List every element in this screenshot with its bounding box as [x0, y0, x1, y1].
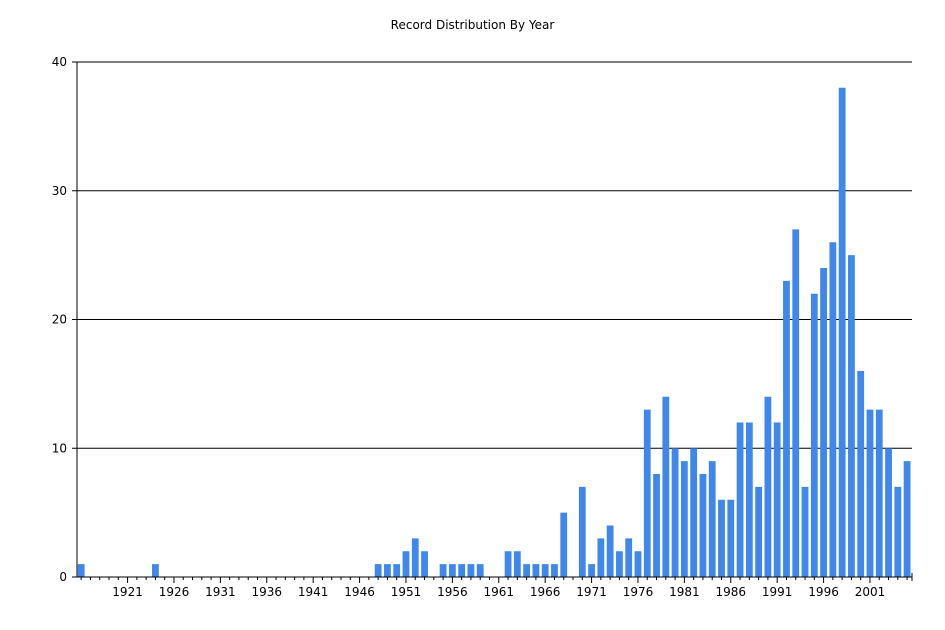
y-tick-label-30: 30	[52, 184, 67, 198]
bar-1949	[384, 564, 391, 578]
y-tick-label-10: 10	[52, 441, 67, 455]
bar-1953	[421, 551, 428, 577]
bar-1950	[393, 564, 401, 578]
bar-1972	[597, 538, 605, 578]
bar-1988	[745, 422, 753, 577]
bar-1998	[838, 87, 846, 577]
bar-1963	[513, 551, 521, 577]
bar-1991	[773, 422, 781, 577]
bar-1964	[523, 564, 531, 578]
x-tick-label-1976: 1976	[623, 585, 654, 599]
x-tick-label-1946: 1946	[344, 585, 375, 599]
bar-1924	[152, 564, 159, 578]
bar-1957	[458, 564, 466, 578]
bar-1968	[560, 512, 568, 578]
bar-1962	[504, 551, 512, 577]
y-tick-label-20: 20	[52, 313, 67, 327]
bar-1994	[801, 486, 809, 578]
bar-1916	[77, 564, 85, 578]
bar-1955	[439, 564, 447, 578]
bar-1959	[476, 564, 484, 578]
bar-1999	[848, 255, 855, 578]
bar-1989	[755, 486, 763, 578]
bar-1975	[625, 538, 633, 578]
bar-1958	[467, 564, 475, 578]
x-tick-label-1936: 1936	[252, 585, 283, 599]
bar-1967	[551, 564, 558, 578]
bar-2003	[885, 448, 892, 577]
x-tick-label-1991: 1991	[762, 585, 793, 599]
bar-1956	[448, 564, 456, 578]
x-tick-label-1931: 1931	[205, 585, 236, 599]
x-tick-label-1971: 1971	[576, 585, 607, 599]
bar-1990	[764, 396, 772, 577]
bar-1997	[829, 242, 837, 577]
bar-2000	[857, 371, 865, 577]
bar-1982	[690, 448, 698, 577]
bar-1992	[783, 280, 790, 578]
bar-2004	[894, 486, 902, 578]
bar-1980	[671, 448, 679, 577]
x-tick-label-1966: 1966	[530, 585, 561, 599]
x-tick-label-1921: 1921	[112, 585, 143, 599]
x-tick-label-1996: 1996	[808, 585, 839, 599]
bar-1952	[411, 538, 419, 578]
bar-1948	[374, 564, 382, 578]
x-tick-label-1926: 1926	[159, 585, 190, 599]
bar-1984	[708, 461, 716, 578]
bar-1996	[820, 268, 827, 577]
bar-1966	[541, 564, 549, 578]
bar-1978	[653, 474, 660, 577]
x-tick-label-1941: 1941	[298, 585, 329, 599]
bar-1976	[634, 551, 642, 577]
bar-1977	[643, 409, 651, 578]
bar-1965	[532, 564, 540, 578]
chart-title: Record Distribution By Year	[390, 18, 555, 32]
x-tick-label-1961: 1961	[484, 585, 515, 599]
x-tick-label-1956: 1956	[437, 585, 468, 599]
bar-1993	[792, 229, 800, 578]
bar-1971	[588, 564, 595, 578]
bar-1981	[680, 461, 688, 578]
bar-1986	[727, 499, 735, 577]
x-tick-label-1951: 1951	[391, 585, 422, 599]
bar-1974	[616, 551, 623, 577]
bar-2005	[903, 461, 911, 578]
x-tick-label-1981: 1981	[669, 585, 700, 599]
bar-1951	[402, 551, 410, 577]
bar-1985	[718, 499, 725, 577]
bar-2001	[866, 409, 874, 578]
bar-1970	[578, 486, 586, 578]
bar-1983	[699, 474, 707, 577]
y-tick-label-0: 0	[59, 570, 67, 584]
bar-1979	[662, 396, 670, 577]
y-tick-label-40: 40	[52, 55, 67, 69]
bar-2002	[875, 409, 883, 578]
x-tick-label-1986: 1986	[716, 585, 747, 599]
bar-1995	[810, 293, 818, 577]
x-tick-label-2001: 2001	[855, 585, 886, 599]
bar-1987	[736, 422, 744, 577]
bar-1973	[606, 525, 614, 577]
